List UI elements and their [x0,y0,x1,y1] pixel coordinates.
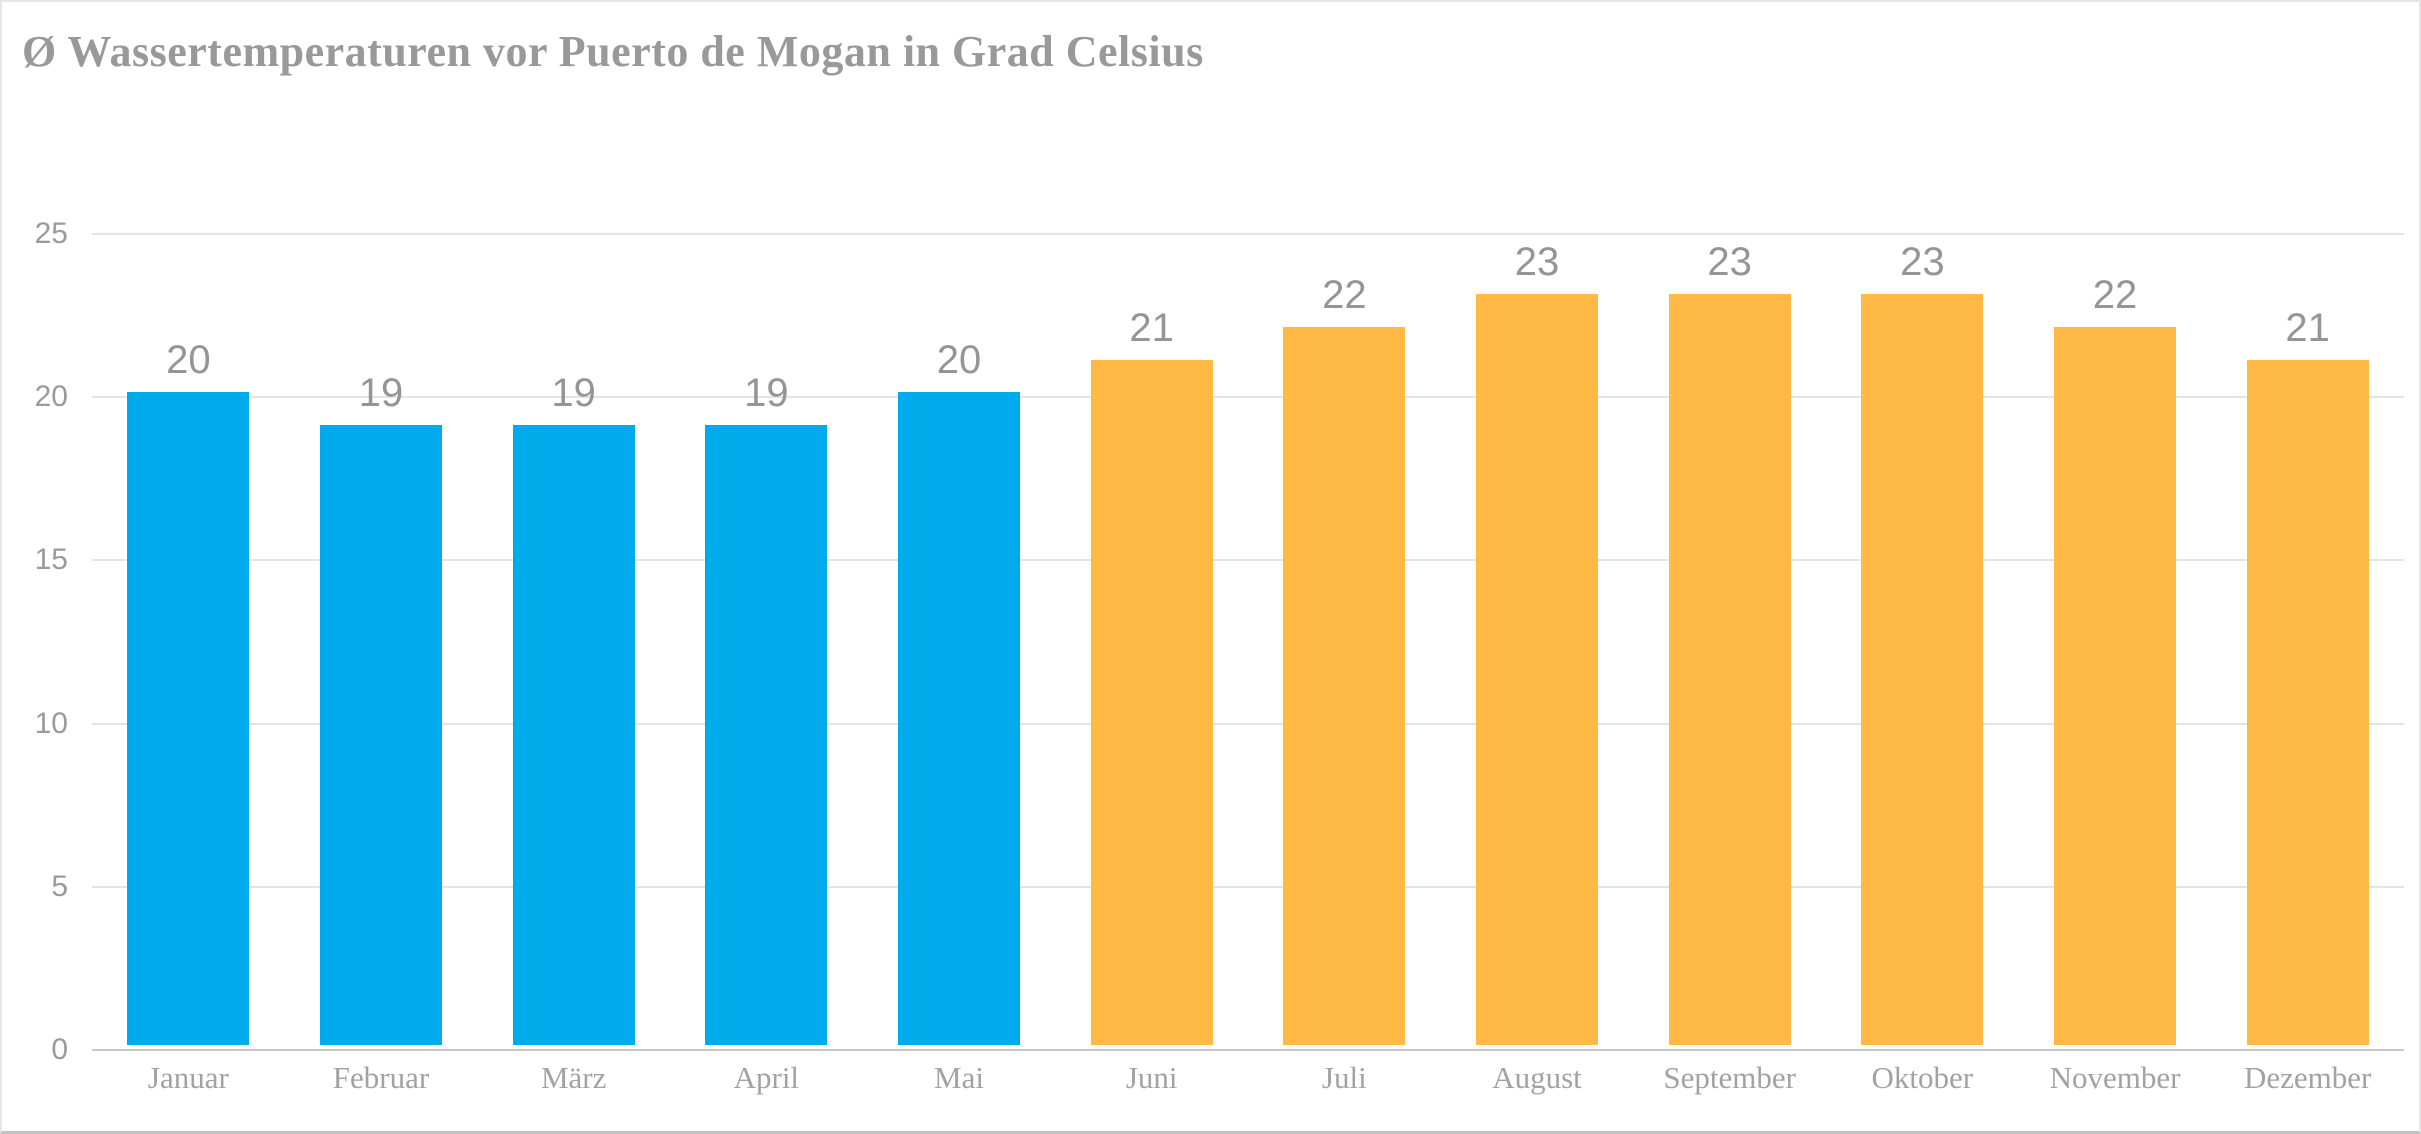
x-axis-label: Januar [147,1060,229,1095]
x-axis-label: September [1663,1060,1796,1095]
bar-value-label: 22 [1322,272,1367,317]
bar-november [2053,326,2176,1045]
bar-februar [319,424,442,1045]
category-januar: 20 Januar [92,2,285,1131]
x-axis-label: November [2049,1060,2181,1095]
bar-value-label: 23 [1514,240,1560,285]
bar-value-label: 21 [2285,305,2330,350]
category-februar: 19 Februar [285,2,478,1131]
x-axis-label: Februar [332,1060,430,1095]
gridline [92,722,2404,725]
bar-april [705,424,828,1045]
bar-august [1475,294,1598,1045]
gridline [92,559,2404,562]
category-juni: 21 Juni [1055,2,1248,1131]
bar-oktober [1861,294,1984,1045]
x-axis-line [92,1049,2404,1051]
bar-value-label: 20 [936,338,982,383]
category-april: 19 April [670,2,863,1131]
y-axis-label: 5 [51,869,68,903]
y-axis-label: 25 [34,217,68,250]
y-axis-label: 20 [34,380,68,414]
bar-value-label: 21 [1129,305,1174,350]
y-axis-label: 10 [34,706,68,740]
chart-title: Ø Wassertemperaturen vor Puerto de Mogan… [22,27,1204,76]
bar-value-label: 19 [551,370,596,415]
category-mai: 20 Mai [863,2,1056,1131]
bar-value-label: 19 [744,370,789,415]
category-august: 23 August [1441,2,1634,1131]
x-axis-label: August [1492,1060,1582,1095]
category-märz: 19 März [477,2,670,1131]
y-axis-label: 15 [34,543,68,577]
bar-januar [127,392,250,1045]
category-juli: 22 Juli [1248,2,1441,1131]
x-axis-label: Juli [1321,1060,1367,1095]
bar-value-label: 19 [358,370,404,415]
gridline [92,885,2404,888]
category-oktober: 23 Oktober [1826,2,2019,1131]
bar-dezember [2246,359,2369,1045]
bar-value-label: 23 [1900,240,1945,285]
gridline [92,396,2404,399]
bar-value-label: 20 [166,338,211,383]
x-axis-label: Mai [934,1060,984,1095]
x-axis-label: März [540,1060,607,1095]
bar-juni [1090,359,1213,1045]
x-axis-label: Oktober [1871,1060,1974,1095]
category-dezember: 21 Dezember [2211,2,2404,1131]
category-november: 22 November [2019,2,2212,1131]
bar-mai [897,392,1020,1045]
x-axis-label: Juni [1125,1060,1178,1095]
bar-value-label: 23 [1707,240,1752,285]
bar-september [1668,294,1791,1045]
category-september: 23 September [1633,2,1826,1131]
gridline [92,233,2404,235]
y-axis-label: 0 [51,1033,68,1066]
bar-value-label: 22 [2092,272,2138,317]
bar-juli [1283,326,1406,1045]
x-axis-label: April [733,1060,800,1095]
bar-märz [512,424,635,1045]
x-axis-label: Dezember [2243,1060,2372,1095]
